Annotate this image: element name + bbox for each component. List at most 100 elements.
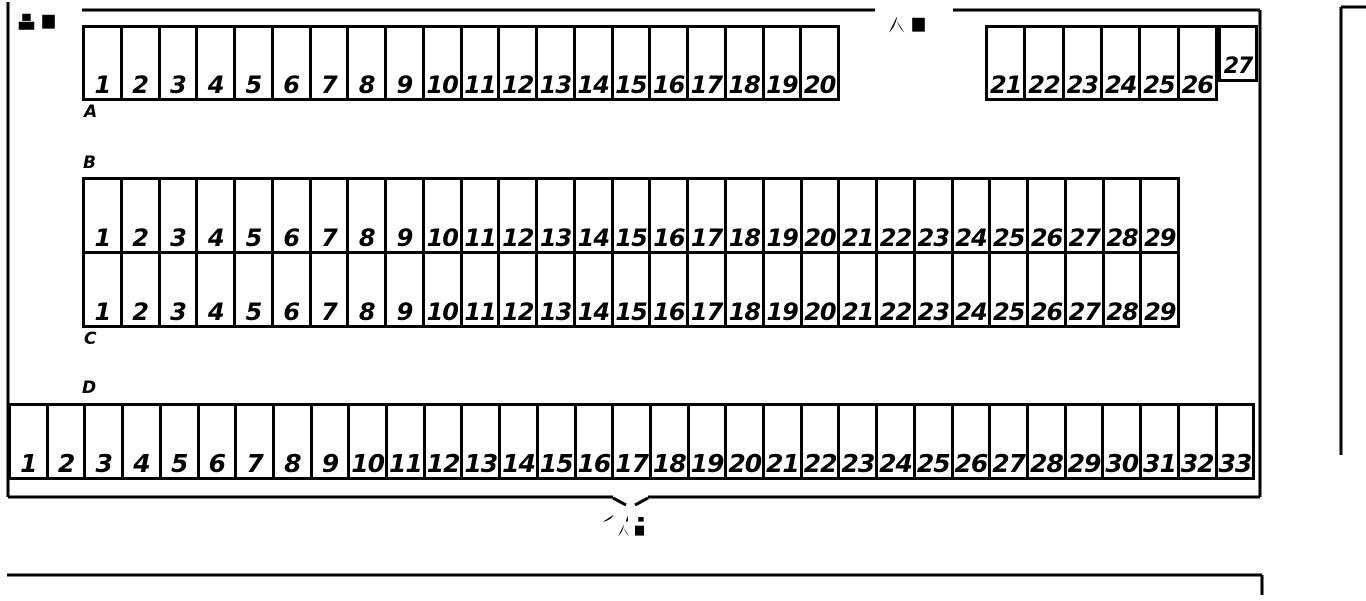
space-number: 25 bbox=[993, 224, 1025, 253]
parking-space: 17 bbox=[689, 254, 728, 327]
parking-space: 11 bbox=[463, 180, 501, 251]
parking-space: 13 bbox=[538, 180, 576, 251]
cjk-character-glyph bbox=[616, 523, 631, 538]
parking-space: 29 bbox=[1142, 254, 1177, 325]
space-number: 4 bbox=[207, 298, 225, 327]
entrance-label bbox=[886, 14, 929, 35]
space-number: 6 bbox=[208, 449, 226, 479]
parking-space: 26 bbox=[1180, 28, 1215, 98]
parking-space: 12 bbox=[500, 254, 539, 327]
space-number: 4 bbox=[207, 224, 225, 253]
space-number: 12 bbox=[502, 298, 534, 327]
parking-space: 10 bbox=[425, 180, 463, 251]
parking-space: 24 bbox=[954, 180, 992, 251]
parking-space: 16 bbox=[651, 254, 690, 327]
parking-space: 9 bbox=[387, 254, 425, 325]
space-number: 30 bbox=[1105, 449, 1139, 479]
space-number: 24 bbox=[955, 298, 987, 327]
space-number: 7 bbox=[321, 71, 338, 100]
parking-space: 12 bbox=[426, 406, 464, 477]
parking-space: 23 bbox=[840, 406, 879, 477]
space-number: 28 bbox=[1106, 298, 1138, 327]
space-number: 3 bbox=[95, 449, 113, 479]
space-number: 31 bbox=[1143, 449, 1177, 479]
parking-space: 2 bbox=[123, 254, 161, 325]
parking-space: 1 bbox=[85, 180, 123, 251]
space-number: 24 bbox=[879, 449, 913, 479]
space-number: 8 bbox=[358, 224, 376, 253]
space-number: 27 bbox=[992, 449, 1026, 479]
space-number: 23 bbox=[917, 224, 950, 253]
cjk-character-glyph bbox=[908, 14, 929, 35]
space-number: 2 bbox=[132, 224, 149, 253]
parking-space: 8 bbox=[275, 406, 313, 477]
parking-space: 21 bbox=[988, 28, 1027, 98]
parking-space: 14 bbox=[576, 254, 614, 325]
space-number: 17 bbox=[690, 298, 723, 327]
parking-space: 24 bbox=[954, 254, 992, 325]
space-number: 4 bbox=[207, 71, 225, 100]
parking-space: 25 bbox=[1141, 28, 1180, 98]
pedestrian-entrance-text-line2 bbox=[616, 523, 647, 538]
parking-space: 16 bbox=[577, 406, 615, 477]
parking-space: 26 bbox=[1029, 180, 1067, 251]
parking-space: 27 bbox=[1067, 254, 1105, 325]
space-number: 2 bbox=[57, 449, 75, 479]
space-number: 1 bbox=[20, 449, 37, 479]
parking-space: 11 bbox=[463, 254, 501, 325]
parking-space: 5 bbox=[162, 406, 200, 477]
parking-space: 4 bbox=[198, 254, 237, 327]
cjk-character-glyph bbox=[886, 14, 907, 35]
space-number: 19 bbox=[766, 71, 798, 100]
parking-space: 18 bbox=[727, 254, 765, 325]
parking-space: 15 bbox=[614, 180, 652, 251]
space-number: 16 bbox=[652, 71, 685, 100]
space-number: 13 bbox=[539, 224, 572, 253]
parking-space: 25 bbox=[991, 180, 1030, 253]
parking-space: 9 bbox=[387, 180, 425, 251]
space-number: 27 bbox=[1068, 298, 1101, 327]
space-number: 3 bbox=[170, 71, 187, 100]
cjk-character-glyph bbox=[633, 508, 648, 523]
space-number: 29 bbox=[1067, 449, 1102, 479]
space-number: 16 bbox=[653, 298, 685, 327]
parking-space: 21 bbox=[840, 254, 879, 325]
parking-space: 10 bbox=[350, 406, 389, 477]
parking-space: 15 bbox=[614, 254, 652, 325]
space-number: 11 bbox=[464, 298, 496, 327]
space-number: 9 bbox=[321, 449, 339, 479]
row-a-spaces-21-26: 21 22 23 24 25 26 bbox=[985, 25, 1218, 101]
space-number: 1 bbox=[94, 71, 112, 100]
pedestrian-entrance-text-line1 bbox=[601, 508, 664, 523]
space-number: 12 bbox=[426, 449, 461, 479]
space-number: 8 bbox=[284, 449, 301, 479]
parking-space: 3 bbox=[161, 180, 199, 251]
space-number: 32 bbox=[1180, 449, 1215, 479]
parking-space: 26 bbox=[954, 406, 992, 477]
space-number: 3 bbox=[170, 224, 187, 253]
space-number: 20 bbox=[728, 449, 762, 479]
space-number: 6 bbox=[283, 71, 300, 100]
parking-space: 27 bbox=[1067, 180, 1105, 251]
parking-space: 22 bbox=[878, 180, 916, 251]
parking-space: 32 bbox=[1180, 406, 1218, 477]
space-number: 3 bbox=[170, 298, 187, 327]
parking-space: 18 bbox=[652, 406, 690, 477]
space-number: 19 bbox=[766, 298, 798, 327]
space-number: 14 bbox=[577, 71, 609, 100]
pedestrian-gate-notch bbox=[612, 496, 649, 507]
parking-space: 7 bbox=[312, 28, 350, 98]
parking-space: 9 bbox=[313, 406, 351, 477]
parking-space: 28 bbox=[1105, 254, 1143, 325]
parking-space: 8 bbox=[349, 180, 388, 253]
space-number: 20 bbox=[804, 224, 836, 253]
row-a-spaces-1-20: 1 2 3 4 5 6 7 8 9 10 11 12 13 14 15 16 17 18 19 20 bbox=[82, 25, 840, 101]
parking-space: 13 bbox=[538, 254, 576, 325]
parking-space: 12 bbox=[500, 28, 538, 98]
space-number: 15 bbox=[539, 449, 574, 479]
space-number: 11 bbox=[464, 71, 496, 100]
parking-space: 19 bbox=[690, 406, 728, 477]
space-number: 29 bbox=[1144, 224, 1176, 253]
